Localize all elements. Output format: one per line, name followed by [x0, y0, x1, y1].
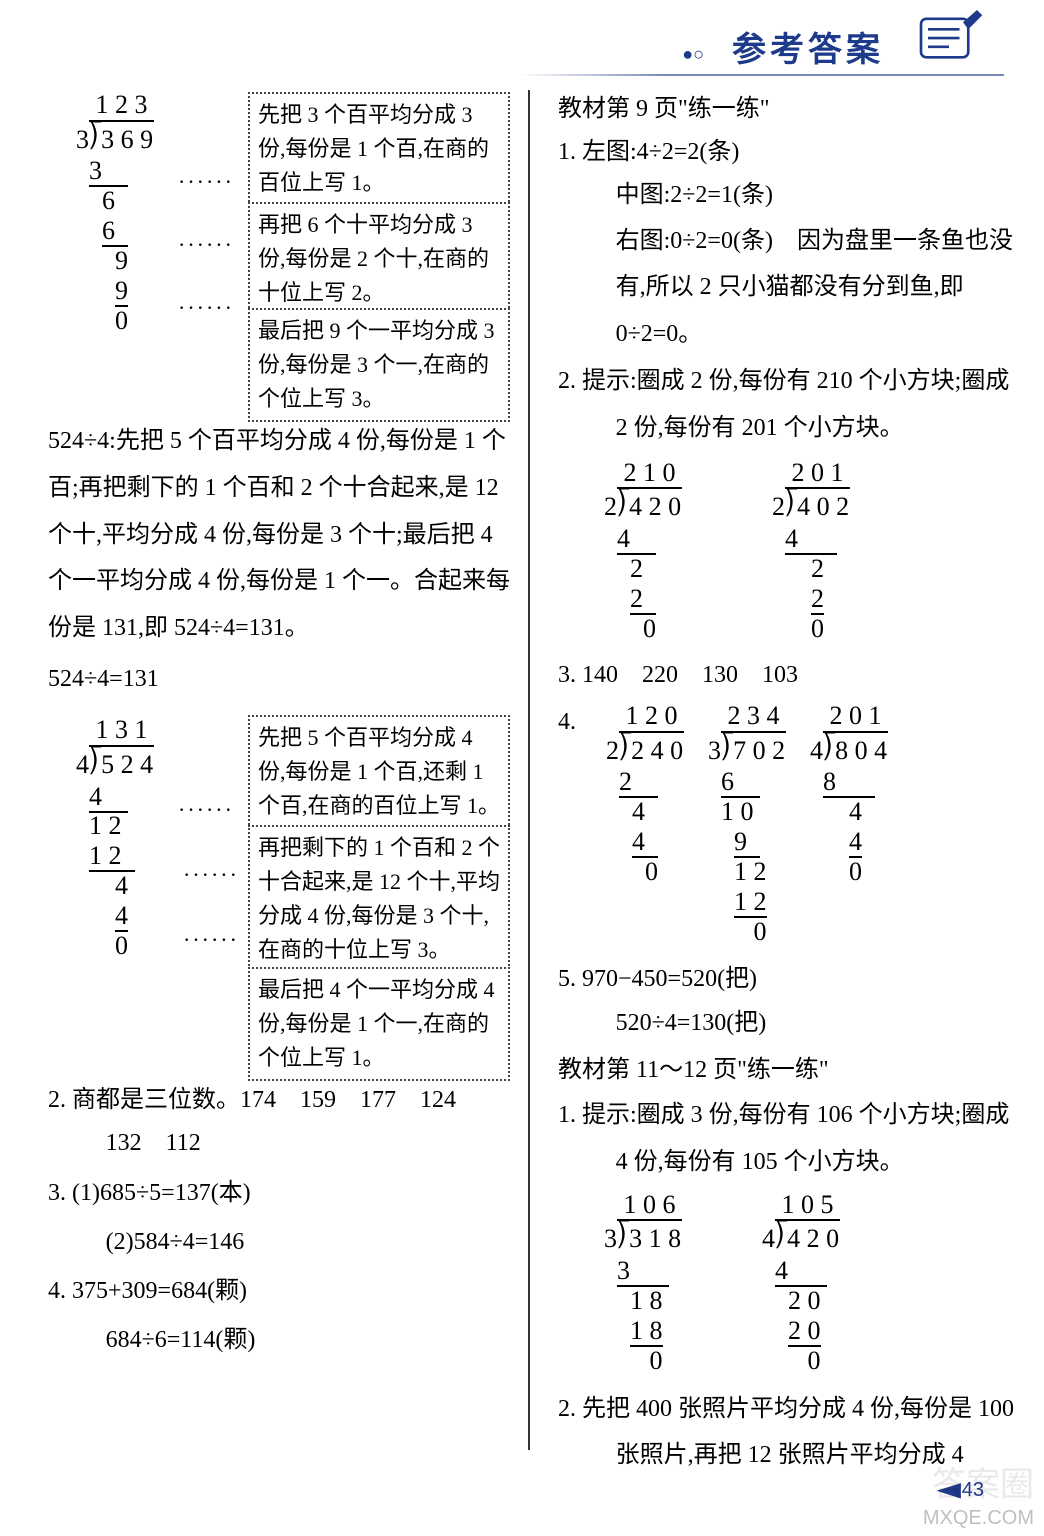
left-column: 1 2 3 3⟌3 6 9 3 6 6 9 9 0 先把 3 个百平均分成 3 … — [48, 90, 518, 1362]
connector: ······ — [183, 855, 239, 895]
p9-q1c: 右图:0÷2=0(条) 因为盘里一条鱼也没有,所以 2 只小猫都没有分到鱼,即 … — [558, 218, 1018, 358]
division-triple: 1 2 0 2⟌2 4 0 2 4 4 0 2 3 4 3⟌7 0 2 6 1 … — [606, 701, 888, 947]
p9-q4-label: 4. — [558, 701, 606, 744]
notes-icon — [914, 8, 984, 68]
p11-q1: 1. 提示:圈成 3 份,每份有 106 个小方块;圈成4 份,每份有 105 … — [558, 1092, 1018, 1186]
p9-q1a: 1. 左图:4÷2=2(条) — [558, 131, 1018, 174]
p9-q3: 3. 140 220 130 103 — [558, 654, 1018, 697]
connector: ······ — [178, 225, 234, 265]
q2-line2: 132 112 — [48, 1122, 518, 1165]
p9-q1b: 中图:2÷2=1(条) — [558, 174, 1018, 217]
q4-line2: 684÷6=114(颗) — [48, 1319, 518, 1362]
note-1: 先把 3 个百平均分成 3 份,每份是 1 个百,在商的百位上写 1。 — [248, 92, 510, 206]
p9-q5b: 520÷4=130(把) — [558, 1002, 1018, 1045]
q4-line1: 4. 375+309=684(颗) — [48, 1270, 518, 1313]
connector: ······ — [178, 790, 234, 830]
eq-524: 524÷4=131 — [48, 658, 518, 701]
division-524-4: 1 3 1 4⟌5 2 4 4 1 2 1 2 4 4 0 先把 5 个百平均分… — [48, 715, 518, 1079]
note-6: 最后把 4 个一平均分成 4 份,每份是 1 个一,在商的个位上写 1。 — [248, 967, 510, 1081]
q3-line2: (2)584÷4=146 — [48, 1221, 518, 1264]
connector: ······ — [178, 162, 234, 202]
q3-line1: 3. (1)685÷5=137(本) — [48, 1172, 518, 1215]
division-pair-1: 2 1 0 2⟌4 2 0 4 2 2 0 2 0 1 2⟌4 0 2 4 2 … — [558, 458, 1018, 644]
p9-q2: 2. 提示:圈成 2 份,每份有 210 个小方块;圈成 2 份,每份有 201… — [558, 358, 1018, 452]
header-dots: ●○ — [682, 38, 704, 70]
watermark: 答案圈 MXQE.COM — [923, 1465, 1034, 1530]
page-title: 参考答案 — [732, 20, 884, 81]
header-rule — [520, 74, 1004, 76]
p9-q5a: 5. 970−450=520(把) — [558, 958, 1018, 1001]
heading-p11: 教材第 11～12 页"练一练" — [558, 1049, 1018, 1092]
note-2: 再把 6 个十平均分成 3 份,每份是 2 个十,在商的十位上写 2。 — [248, 202, 510, 316]
note-4: 先把 5 个百平均分成 4 份,每份是 1 个百,还剩 1 个百,在商的百位上写… — [248, 715, 510, 829]
note-5: 再把剩下的 1 个百和 2 个十合起来,是 12 个十,平均分成 4 份,每份是… — [248, 825, 510, 973]
note-3: 最后把 9 个一平均分成 3 份,每份是 3 个一,在商的个位上写 3。 — [248, 308, 510, 422]
q2-line1: 2. 商都是三位数。174 159 177 124 — [48, 1079, 518, 1122]
column-divider — [528, 90, 530, 1450]
connector: ······ — [183, 920, 239, 960]
right-column: 教材第 9 页"练一练" 1. 左图:4÷2=2(条) 中图:2÷2=1(条) … — [558, 88, 1018, 1479]
paragraph-524: 524÷4:先把 5 个百平均分成 4 份,每份是 1 个百;再把剩下的 1 个… — [48, 418, 518, 652]
connector: ······ — [178, 288, 234, 328]
division-369-3: 1 2 3 3⟌3 6 9 3 6 6 9 9 0 先把 3 个百平均分成 3 … — [48, 90, 518, 400]
division-pair-2: 1 0 6 3⟌3 1 8 3 1 8 1 8 0 1 0 5 4⟌4 2 0 … — [558, 1190, 1018, 1376]
heading-p9: 教材第 9 页"练一练" — [558, 88, 1018, 131]
